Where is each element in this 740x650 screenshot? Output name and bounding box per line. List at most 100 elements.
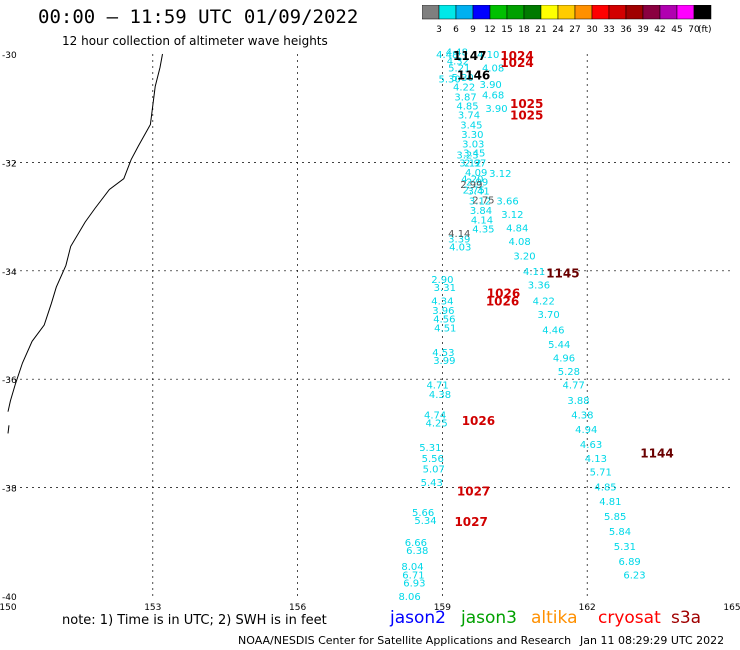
wave-height-label: 3.87	[454, 92, 476, 103]
wave-height-label: 4.84	[506, 223, 528, 234]
latitude-tick-label: -38	[2, 485, 17, 495]
pass-time-label: 1024	[500, 56, 533, 70]
wave-height-label: 6.71	[402, 570, 424, 581]
wave-height-label: 3.12	[459, 158, 481, 169]
longitude-tick-label: 150	[0, 603, 17, 613]
satellite-jason2-label: jason2	[390, 608, 446, 628]
wave-height-label: 8.06	[398, 592, 420, 603]
pass-time-label: 1146	[457, 69, 490, 83]
wave-height-label: 2.75	[463, 186, 485, 197]
pass-time-label: 1027	[454, 515, 487, 529]
wave-height-label: 5.07	[423, 465, 445, 476]
longitude-tick-label: 159	[434, 603, 451, 613]
wave-height-label: 4.74	[424, 410, 446, 421]
colorbar-tick-label: 3	[436, 25, 442, 35]
wave-height-label: 3.03	[462, 139, 484, 150]
pass-time-label: 1026	[487, 286, 520, 300]
wave-height-label: 4.11	[523, 267, 545, 278]
wave-height-label: 3.45	[460, 120, 482, 131]
wave-height-label: 3.99	[433, 356, 455, 367]
wave-height-label: 4.08	[508, 237, 530, 248]
colorbar-tick-label: 15	[501, 25, 512, 35]
longitude-tick-label: 156	[289, 603, 306, 613]
wave-height-label: 8.04	[401, 562, 423, 573]
colorbar-tick-label: 33	[603, 25, 614, 35]
wave-height-label: 3.31	[434, 283, 456, 294]
satellite-altika-label: altika	[531, 608, 578, 628]
wave-height-label: 4.48	[446, 47, 468, 58]
wave-height-label: 4.38	[429, 390, 451, 401]
wave-height-label: 6.89	[619, 557, 641, 568]
latitude-tick-label: -36	[2, 376, 17, 386]
latitude-tick-label: -32	[2, 159, 17, 169]
satellite-cryosat-label: cryosat	[598, 608, 661, 628]
pass-time-label: 1025	[510, 97, 543, 111]
wave-height-label: 2.90	[431, 275, 453, 286]
wave-height-label: 6.93	[403, 578, 425, 589]
wave-height-label: 3.39	[448, 234, 470, 245]
colorbar-tick-label: 27	[569, 25, 580, 35]
wave-height-label: 3.12	[501, 210, 523, 221]
wave-height-label: 3.30	[461, 130, 483, 141]
pass-time-label: 1026	[486, 295, 519, 309]
wave-height-label: 3.20	[513, 252, 535, 263]
wave-height-label: 2.99	[460, 180, 482, 191]
satellite-s3a-label: s3a	[671, 608, 702, 628]
wave-height-label: 5.34	[414, 516, 436, 527]
wave-height-label: 3.45	[463, 149, 485, 160]
wave-height-label: 4.77	[563, 381, 585, 392]
wave-height-label: 4.22	[453, 83, 475, 94]
map-title: 00:00 – 11:59 UTC 01/09/2022	[38, 6, 359, 28]
map-subtitle: 12 hour collection of altimeter wave hei…	[62, 34, 328, 48]
coastline	[7, 53, 163, 412]
wave-height-label: 5.21	[448, 64, 470, 75]
wave-height-label: 5.30	[452, 73, 474, 84]
wave-height-label: 3.36	[528, 280, 550, 291]
wave-height-label: 5.31	[419, 443, 441, 454]
pass-time-label: 1025	[510, 109, 543, 123]
wave-height-label: 4.14	[471, 215, 493, 226]
colorbar-tick-label: 39	[637, 25, 649, 35]
wave-height-label: 4.08	[482, 64, 504, 75]
wave-height-label: 5.43	[421, 478, 443, 489]
wave-height-label: 3.90	[480, 80, 502, 91]
wave-height-label: 4.32	[447, 57, 469, 68]
wave-height-label: 5.85	[604, 512, 626, 523]
wave-height-label: 5.31	[614, 542, 636, 553]
longitude-tick-label: 165	[723, 603, 740, 613]
wave-height-label: 5.28	[558, 367, 580, 378]
wave-height-label: 4.68	[482, 91, 504, 102]
wave-height-label: 4.48	[436, 50, 458, 61]
wave-height-label: 4.94	[575, 425, 597, 436]
latitude-tick-label: -30	[2, 51, 17, 61]
wave-height-label: 4.34	[431, 297, 453, 308]
pass-time-label: 1147	[453, 49, 486, 63]
wave-height-label: 6.66	[405, 538, 427, 549]
wave-height-label: 4.85	[456, 101, 478, 112]
wave-height-label: 5.56	[422, 454, 444, 465]
wave-height-label: 4.81	[599, 497, 621, 508]
generation-timestamp: Jan 11 08:29:29 UTC 2022	[580, 634, 725, 647]
colorbar-tick-label: 12	[484, 25, 495, 35]
colorbar-tick-label: 30	[586, 25, 598, 35]
wave-height-label: 4.46	[542, 325, 564, 336]
wave-height-label: 6.38	[406, 546, 428, 557]
colorbar-tick-label: 70	[688, 25, 700, 35]
wave-height-label: 5.84	[609, 527, 631, 538]
colorbar-swatch	[693, 5, 712, 20]
wave-height-label: 4.56	[433, 314, 455, 325]
wave-height-label: 4.03	[449, 242, 471, 253]
colorbar-legend: 3 6 9 12 15 18 21 24 27 30 33 36 39 42 45 70(ft)	[422, 5, 712, 35]
longitude-tick-label: 153	[144, 603, 161, 613]
pass-time-label: 1144	[640, 446, 673, 460]
wave-height-label: 4.35	[472, 225, 494, 236]
wave-height-label: 3.88	[567, 396, 589, 407]
wave-height-label: 6.23	[623, 570, 645, 581]
wave-height-label: 2.97	[464, 158, 486, 169]
colorbar-tick-label: 45	[671, 25, 682, 35]
wave-height-label: 3.96	[432, 306, 454, 317]
latitude-tick-label: -34	[2, 268, 17, 278]
wave-height-label: 4.13	[585, 454, 607, 465]
wave-height-label: 4.51	[434, 324, 456, 335]
